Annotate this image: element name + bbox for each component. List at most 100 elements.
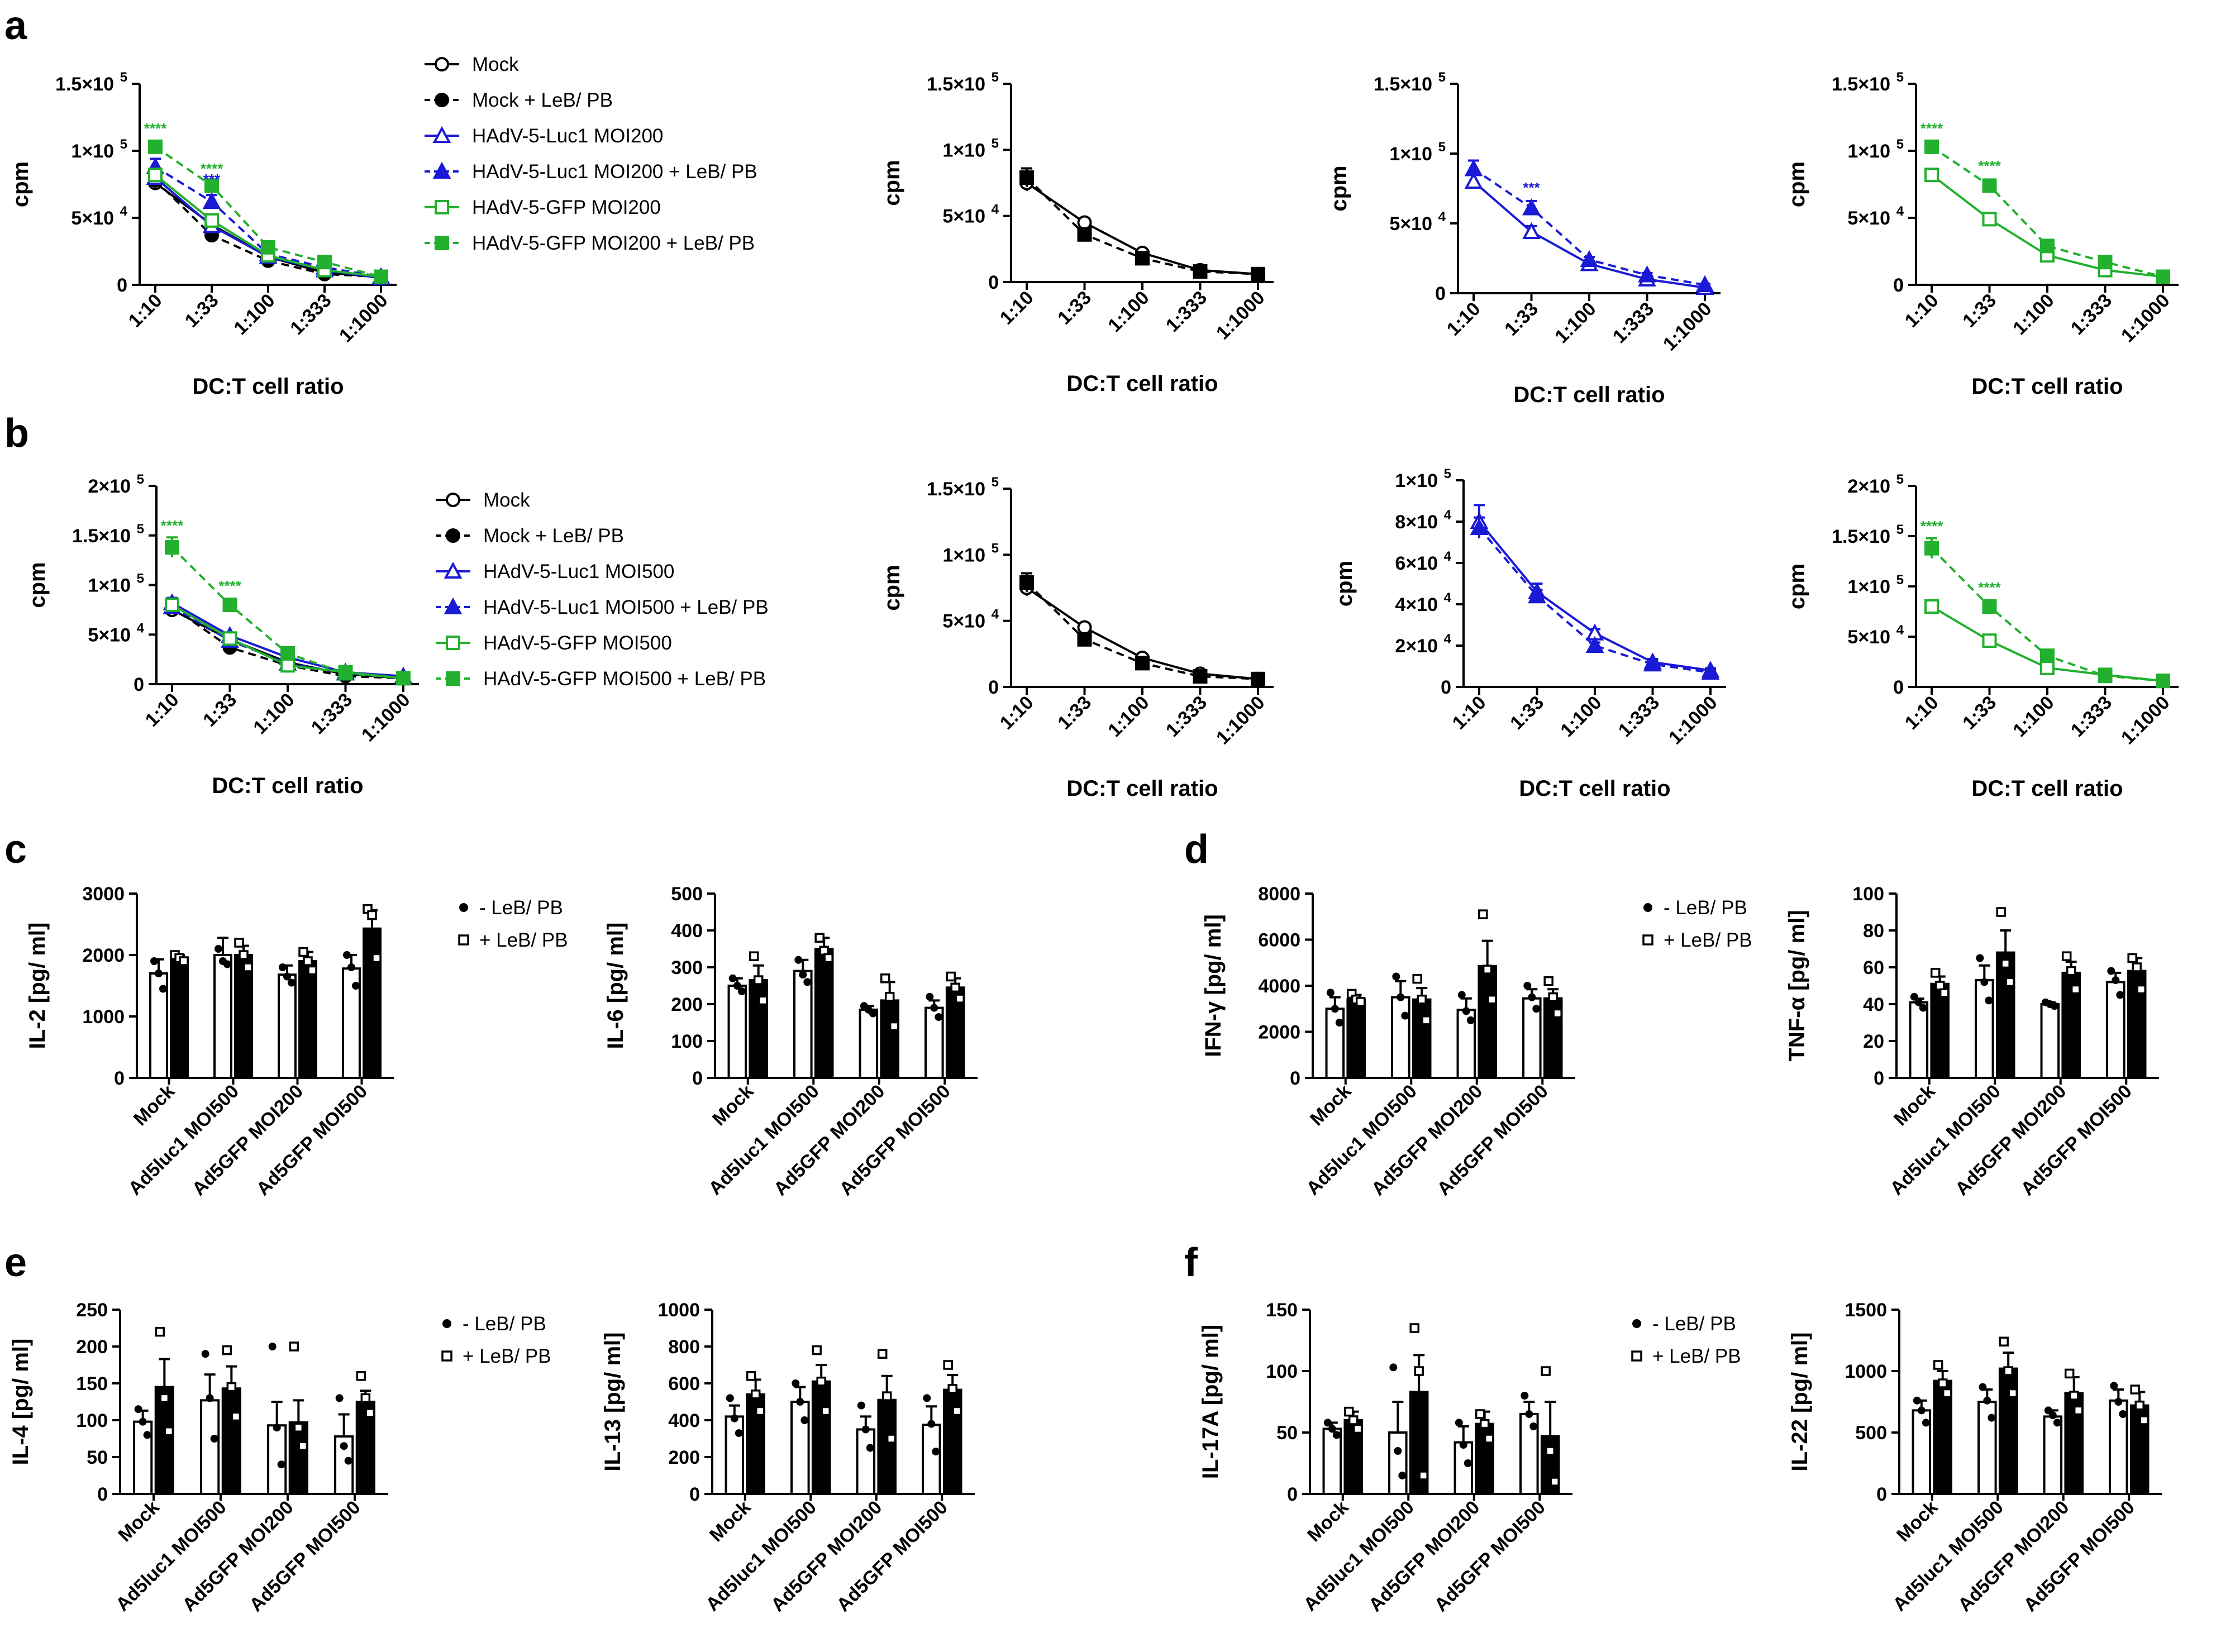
replicate-point — [749, 951, 759, 961]
bar — [200, 1399, 220, 1496]
y-tick-label: 1×10 — [1395, 470, 1438, 491]
data-point — [1701, 662, 1720, 680]
legend-marker — [446, 528, 460, 543]
replicate-point — [800, 1416, 809, 1424]
replicate-point — [289, 1341, 299, 1352]
y-tick-label: 5×10 — [942, 611, 985, 632]
replicate-point — [268, 1343, 277, 1350]
y-tick-exponent: 5 — [992, 541, 999, 556]
y-tick-label: 1000 — [82, 1006, 125, 1028]
x-tick-label: 1:100 — [2009, 692, 2058, 741]
replicate-point — [360, 1393, 371, 1403]
y-tick-label: 50 — [1276, 1422, 1298, 1444]
x-tick-label: 1:10 — [996, 692, 1038, 734]
replicate-point — [753, 975, 764, 985]
bar — [749, 979, 768, 1079]
x-tick-label: 1:10 — [1443, 298, 1485, 340]
x-tick-label: Ad5GFP MOI500 — [835, 1081, 954, 1200]
bar — [2040, 1003, 2060, 1079]
replicate-point — [1988, 1414, 1996, 1422]
replicate-point — [2107, 967, 2115, 975]
y-tick-label: 100 — [1852, 884, 1884, 905]
replicate-point — [799, 971, 807, 979]
y-tick-label: 8×10 — [1395, 512, 1438, 533]
y-tick-label: 0 — [1874, 1068, 1884, 1089]
replicate-point — [159, 1393, 170, 1403]
data-point — [1924, 168, 1939, 183]
replicate-point — [278, 963, 287, 971]
replicate-point — [1401, 1011, 1409, 1020]
y-axis-label: IL-6 [pg/ ml] — [603, 923, 628, 1049]
bar — [170, 957, 189, 1079]
replicate-point — [1343, 1406, 1354, 1417]
legend-item: - LeB/ PB — [1652, 1313, 1736, 1335]
replicate-point — [2053, 1419, 2061, 1427]
significance-marker: **** — [161, 517, 184, 534]
x-tick-label: Mock — [1306, 1081, 1355, 1130]
x-tick-label: 1:1000 — [1659, 298, 1716, 355]
replicate-point — [1479, 1419, 1490, 1429]
legend-marker — [446, 636, 460, 650]
data-point — [1135, 656, 1150, 671]
line-chart-a4: 0 5×10 4 1×10 5 1.5×10 5 cpm 1:10 1:33 1:100 1:333 1… — [1785, 70, 2179, 399]
x-tick-label: Ad5GFP MOI500 — [832, 1497, 951, 1616]
x-tick-label: 1:33 — [1958, 692, 2000, 734]
y-tick-exponent: 5 — [992, 136, 999, 151]
y-tick-label: 0 — [988, 677, 999, 698]
y-tick-exponent: 5 — [137, 472, 144, 487]
replicate-point — [1421, 1015, 1431, 1025]
x-tick-label: 1:1000 — [358, 689, 414, 746]
x-tick-label: Mock — [1890, 1081, 1939, 1130]
legends: Mock Mock + LeB/ PB HAdV-5-Luc1 MOI200 HAdV… — [425, 54, 1752, 1367]
x-tick-label: Mock — [1893, 1497, 1942, 1546]
y-tick-label: 0 — [1435, 283, 1446, 304]
replicate-point — [222, 1345, 232, 1355]
x-tick-label: Ad5GFP MOI200 — [178, 1497, 297, 1616]
x-tick-label: 1:33 — [181, 290, 223, 332]
replicate-point — [823, 953, 833, 963]
x-tick-label: Ad5GFP MOI500 — [252, 1081, 371, 1200]
y-axis-label: cpm — [25, 562, 50, 608]
replicate-point — [880, 973, 890, 983]
x-tick-label: 1:100 — [1104, 287, 1153, 336]
x-tick-label: Ad5luc1 MOI500 — [125, 1081, 244, 1200]
y-tick-exponent: 4 — [1444, 632, 1452, 647]
y-tick-label: 1.5×10 — [927, 74, 985, 95]
replicate-point — [1331, 1005, 1339, 1013]
bar — [154, 1386, 174, 1496]
y-tick-exponent: 4 — [1438, 209, 1446, 225]
replicate-point — [344, 1457, 352, 1465]
replicate-point — [298, 1441, 308, 1451]
x-tick-label: 1:33 — [1500, 298, 1542, 340]
data-point — [148, 168, 163, 183]
x-tick-label: Ad5GFP MOI500 — [2017, 1081, 2136, 1200]
line-chart-a1: 0 5×10 4 1×10 5 1.5×10 5 cpm 1:10 1:33 1:100 1:333 1… — [8, 70, 397, 399]
legend-marker — [432, 126, 451, 143]
replicate-point — [733, 982, 741, 990]
legend-marker — [444, 561, 463, 579]
replicate-point — [1550, 1477, 1560, 1487]
data-point — [2156, 674, 2170, 689]
data-point — [148, 139, 163, 154]
replicate-point — [367, 910, 377, 920]
y-axis-label: cpm — [8, 161, 33, 207]
x-tick-label: 1:33 — [199, 689, 241, 731]
data-point — [1982, 599, 1997, 614]
replicate-point — [889, 1021, 899, 1032]
y-tick-label: 0 — [114, 1068, 125, 1089]
data-point — [2040, 660, 2055, 675]
x-tick-label: 1:10 — [125, 290, 166, 332]
y-tick-label: 5×10 — [1389, 213, 1432, 235]
x-tick-label: 1:333 — [286, 290, 335, 339]
legend-bar-d: - LeB/ PB + LeB/ PB — [1642, 897, 1752, 951]
y-tick-label: 5×10 — [71, 208, 114, 229]
x-tick-label: 1:10 — [1448, 692, 1490, 734]
replicate-point — [1917, 1406, 1926, 1415]
data-point — [1077, 620, 1092, 635]
legend-b: Mock Mock + LeB/ PB HAdV-5-Luc1 MOI500 HAdV… — [436, 489, 769, 690]
replicate-point — [2134, 1400, 2144, 1411]
